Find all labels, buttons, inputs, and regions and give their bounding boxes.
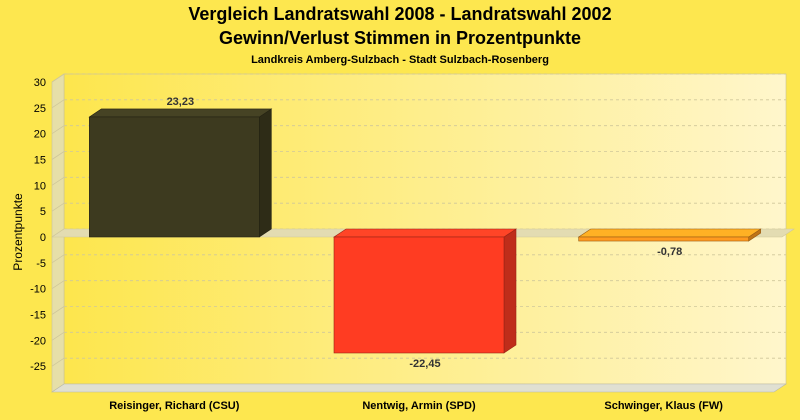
chart-title: Vergleich Landratswahl 2008 - Landratswa… xyxy=(188,4,612,24)
gridline-side xyxy=(51,332,65,341)
chart-region-subtitle: Landkreis Amberg-Sulzbach - Stadt Sulzba… xyxy=(251,54,549,66)
y-axis-title: Prozentpunkte xyxy=(11,193,25,271)
bar-front xyxy=(333,236,505,354)
y-tick-label: -20 xyxy=(30,335,46,347)
plot-floor xyxy=(51,383,787,393)
chart-subtitle: Gewinn/Verlust Stimmen in Prozentpunkte xyxy=(218,28,582,48)
y-tick-label: -25 xyxy=(30,361,46,373)
bar-side xyxy=(259,108,272,238)
y-tick-label: 0 xyxy=(40,232,46,244)
y-tick-label: 5 xyxy=(40,206,46,218)
bar-value-label: 23,23 xyxy=(167,96,195,108)
x-category-label: Schwinger, Klaus (FW) xyxy=(604,400,723,412)
y-tick-label: 30 xyxy=(34,77,46,89)
bar-value-label: -0,78 xyxy=(657,246,682,258)
y-tick-label: -15 xyxy=(30,310,46,322)
bar-top xyxy=(333,228,517,238)
gridline-side xyxy=(51,125,65,134)
gridline-side xyxy=(51,357,65,367)
y-tick-label: 25 xyxy=(34,103,46,115)
y-tick-label: 10 xyxy=(34,180,46,192)
bar-top xyxy=(88,108,273,118)
bar-top xyxy=(577,228,762,238)
bar-front xyxy=(578,236,749,242)
y-tick-label: -5 xyxy=(36,258,46,270)
gridline-side xyxy=(51,254,65,264)
gridline-side xyxy=(51,202,65,212)
gridline-side xyxy=(51,306,65,315)
gridline-side xyxy=(51,73,65,83)
y-tick-label: -10 xyxy=(30,284,46,296)
bar-front xyxy=(89,116,260,238)
bar-side xyxy=(503,228,517,354)
bar xyxy=(577,228,762,242)
x-category-label: Reisinger, Richard (CSU) xyxy=(109,400,240,412)
y-tick-label: 15 xyxy=(34,155,46,167)
gridline-side xyxy=(51,177,65,186)
gridline-side xyxy=(51,280,65,289)
bar xyxy=(88,108,273,238)
bar-value-label: -22,45 xyxy=(409,358,440,370)
gridline-side xyxy=(51,99,65,109)
x-category-label: Nentwig, Armin (SPD) xyxy=(362,400,476,412)
gridline-side xyxy=(51,151,65,160)
y-tick-label: 20 xyxy=(34,129,46,141)
bar xyxy=(333,228,517,354)
